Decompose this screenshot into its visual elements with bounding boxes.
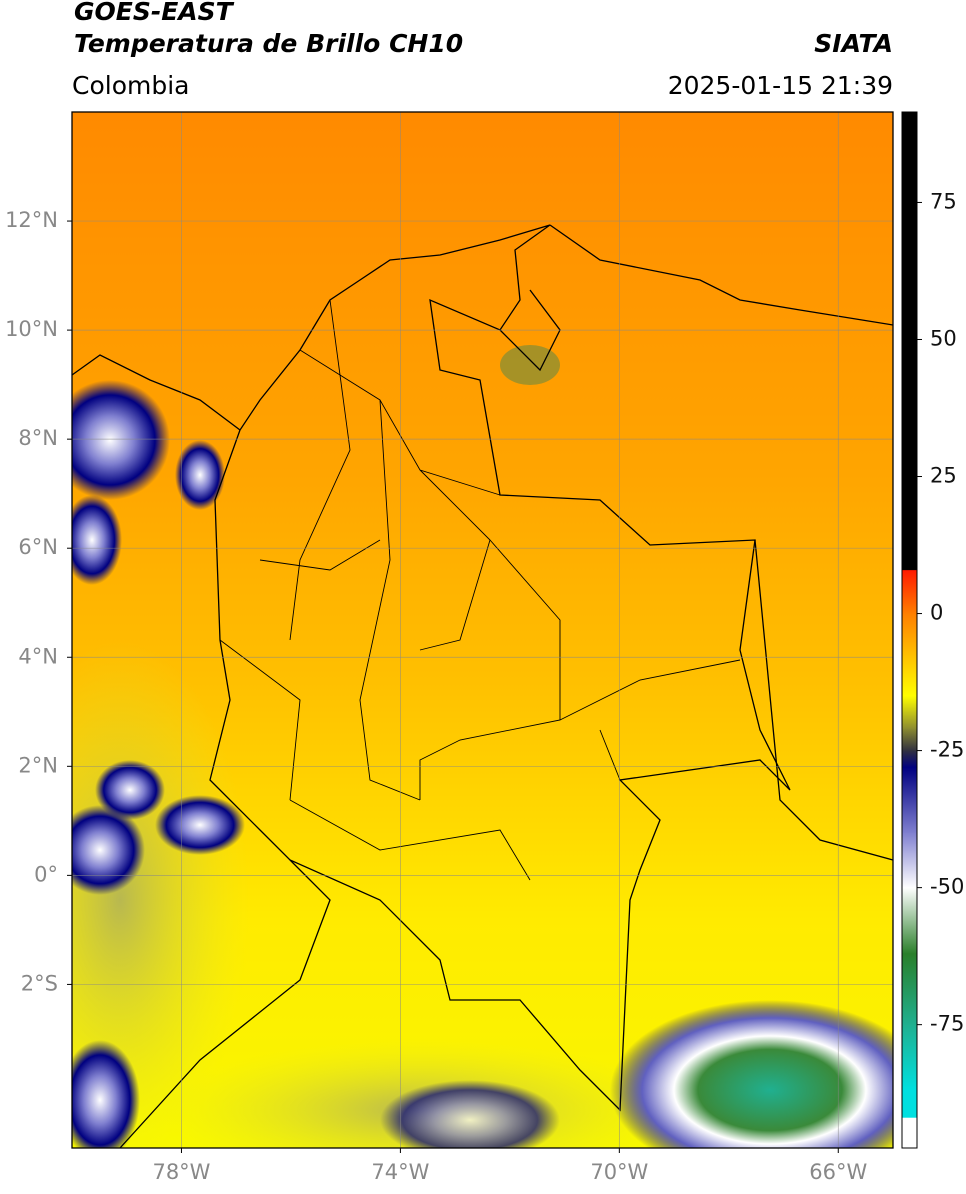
colorbar-frame xyxy=(901,111,918,1149)
cloud xyxy=(155,795,245,855)
colorbar-segment xyxy=(902,570,917,615)
colorbar-segment xyxy=(902,767,917,834)
colorbar-tick-label: -75 xyxy=(930,1012,964,1036)
datetime: 2025-01-15 21:39 xyxy=(668,71,893,100)
cloud xyxy=(72,380,170,500)
colorbar-segment xyxy=(902,569,917,571)
y-tick-label: 6°N xyxy=(18,535,58,559)
y-tick-label: 2°S xyxy=(21,971,58,995)
cloud xyxy=(72,495,122,585)
department-border xyxy=(219,299,741,881)
colorbar-segment xyxy=(902,112,917,571)
y-tick-label: 2°N xyxy=(18,753,58,777)
colorbar-segment xyxy=(902,832,917,889)
satellite-image xyxy=(72,112,893,1148)
y-tick-label: 0° xyxy=(34,862,58,886)
subtitle: Temperatura de Brillo CH10 xyxy=(74,29,463,58)
cloud xyxy=(500,345,560,385)
colorbar-segment xyxy=(902,887,917,954)
colorbar-segment xyxy=(902,953,917,1026)
cloud xyxy=(175,440,225,510)
neighbor-border xyxy=(71,224,894,1149)
map-frame xyxy=(71,111,894,1149)
colorbar-tick-label: -25 xyxy=(930,738,964,762)
colorbar-segment xyxy=(902,1024,917,1091)
colorbar-segment xyxy=(902,1117,917,1149)
y-tick-label: 8°N xyxy=(18,426,58,450)
cloud xyxy=(72,805,145,895)
colorbar-tick-label: 75 xyxy=(930,189,957,213)
y-tick-label: 4°N xyxy=(18,644,58,668)
colorbar-segment xyxy=(902,750,917,768)
colorbar-tick-label: 50 xyxy=(930,326,957,350)
colorbar xyxy=(902,112,917,1149)
x-tick-label: 74°W xyxy=(371,1160,429,1184)
cloud xyxy=(72,1040,140,1148)
title: GOES-EAST xyxy=(74,0,235,26)
x-tick-label: 78°W xyxy=(152,1160,210,1184)
cloud xyxy=(610,1000,893,1148)
colorbar-segment xyxy=(902,1117,917,1119)
grid xyxy=(72,112,893,1148)
colorbar-segment xyxy=(902,695,917,730)
colorbar-tick-label: 25 xyxy=(930,464,957,488)
colorbar-tick-label: 0 xyxy=(930,601,943,625)
borders xyxy=(71,224,894,1149)
x-tick-label: 70°W xyxy=(590,1160,648,1184)
country-border xyxy=(209,224,791,1112)
region: Colombia xyxy=(72,71,189,100)
colorbar-tick-label: -50 xyxy=(930,875,964,899)
y-tick-label: 12°N xyxy=(5,208,58,232)
x-tick-label: 66°W xyxy=(809,1160,867,1184)
cloud xyxy=(95,760,165,820)
colorbar-segment xyxy=(902,613,917,697)
source: SIATA xyxy=(814,29,893,58)
colorbar-segment xyxy=(902,728,917,752)
y-tick-label: 10°N xyxy=(5,317,58,341)
colorbar-segment xyxy=(902,1090,917,1118)
cloud xyxy=(380,1080,560,1148)
